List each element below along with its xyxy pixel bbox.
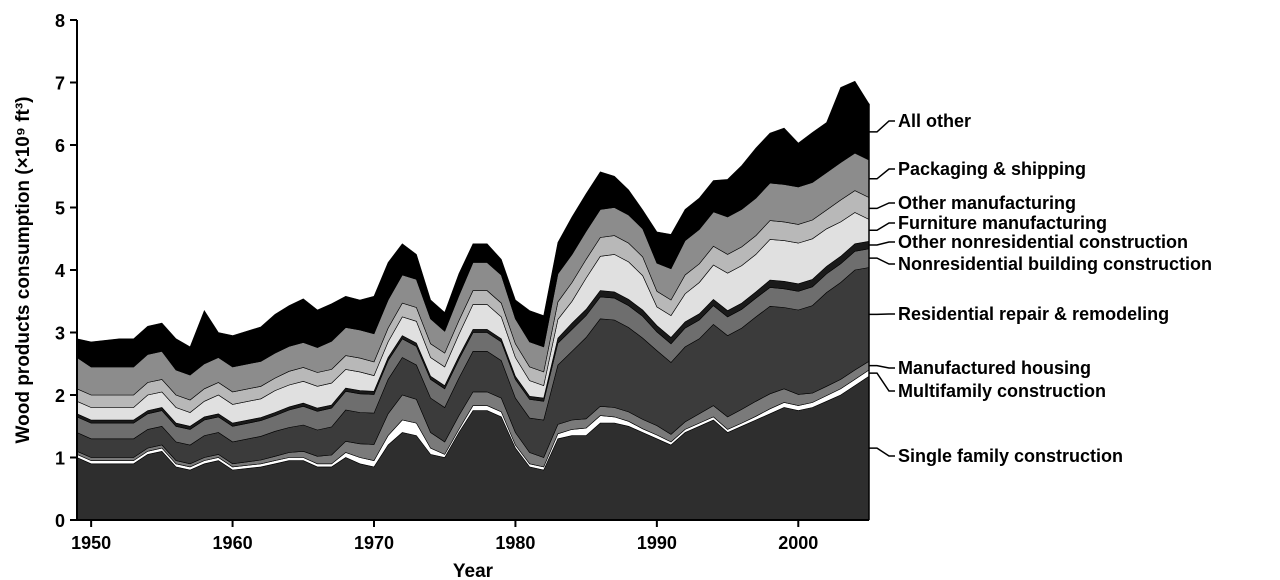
legend-label: All other bbox=[898, 111, 971, 131]
x-tick-label: 1980 bbox=[495, 533, 535, 553]
legend-label: Furniture manufacturing bbox=[898, 213, 1107, 233]
x-tick-label: 1970 bbox=[354, 533, 394, 553]
y-tick-label: 3 bbox=[55, 324, 65, 344]
legend-label: Nonresidential building construction bbox=[898, 254, 1212, 274]
legend-leader bbox=[869, 222, 895, 232]
legend-leader bbox=[869, 372, 895, 392]
legend-leader bbox=[869, 168, 895, 180]
legend-label: Residential repair & remodeling bbox=[898, 304, 1169, 324]
y-tick-label: 2 bbox=[55, 386, 65, 406]
y-tick-label: 6 bbox=[55, 136, 65, 156]
y-axis-title: Wood products consumption (×10⁹ ft³) bbox=[13, 97, 34, 444]
x-axis-title: Year bbox=[453, 561, 494, 580]
y-tick-label: 0 bbox=[55, 511, 65, 531]
legend-leader bbox=[869, 120, 895, 133]
y-tick-label: 8 bbox=[55, 11, 65, 31]
legend-leader bbox=[869, 241, 895, 246]
y-tick-label: 7 bbox=[55, 74, 65, 94]
legend-label: Single family construction bbox=[898, 446, 1123, 466]
legend-leader bbox=[869, 447, 895, 457]
y-tick-label: 4 bbox=[55, 261, 65, 281]
legend-label: Packaging & shipping bbox=[898, 159, 1086, 179]
x-tick-label: 1990 bbox=[637, 533, 677, 553]
legend-label: Other nonresidential construction bbox=[898, 232, 1188, 252]
legend-label: Manufactured housing bbox=[898, 358, 1091, 378]
legend-layer: Single family construction Multifamily co… bbox=[869, 111, 1212, 466]
x-tick-label: 1960 bbox=[213, 533, 253, 553]
legend-label: Other manufacturing bbox=[898, 193, 1076, 213]
axes-layer: 0 1 2 3 4 5 6 7 8 1950 1960 1970 1980 1990 2000 bbox=[55, 11, 870, 553]
areas-layer bbox=[76, 80, 870, 521]
x-tick-label: 2000 bbox=[778, 533, 818, 553]
legend-leader bbox=[869, 202, 895, 210]
y-tick-label: 1 bbox=[55, 449, 65, 469]
legend-leader bbox=[869, 364, 895, 369]
y-tick-label: 5 bbox=[55, 199, 65, 219]
legend-label: Multifamily construction bbox=[898, 381, 1106, 401]
x-tick-label: 1950 bbox=[71, 533, 111, 553]
legend-leader bbox=[869, 257, 895, 265]
